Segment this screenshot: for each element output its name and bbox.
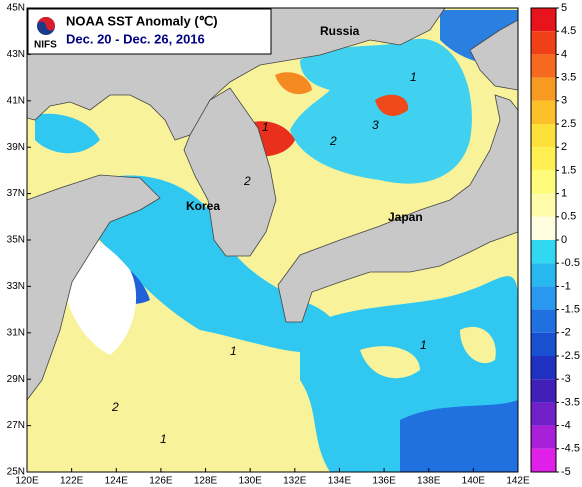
logo-mark bbox=[37, 17, 55, 31]
contour-label: 1 bbox=[262, 120, 269, 134]
lat-tick-label: 25N bbox=[7, 467, 25, 478]
colorbar-label: -2.5 bbox=[561, 350, 580, 362]
warm-anomaly bbox=[375, 94, 409, 116]
colorbar-label: -2 bbox=[561, 327, 571, 339]
lon-tick-label: 138E bbox=[417, 476, 441, 487]
colorbar-bin bbox=[531, 8, 556, 32]
lon-tick-label: 134E bbox=[328, 476, 352, 487]
colorbar-bin bbox=[531, 240, 556, 264]
colorbar-label: 3.5 bbox=[561, 72, 576, 84]
colorbar-bin bbox=[531, 332, 556, 356]
lat-tick-label: 37N bbox=[7, 188, 25, 199]
lat-tick-label: 35N bbox=[7, 235, 25, 246]
colorbar-bin bbox=[531, 379, 556, 403]
colorbar-label: 1 bbox=[561, 188, 567, 200]
contour-label: 1 bbox=[420, 338, 427, 352]
colorbar-label: 3 bbox=[561, 95, 567, 107]
colorbar-label: -1.5 bbox=[561, 304, 580, 316]
lat-tick-label: 27N bbox=[7, 420, 25, 431]
colorbar-label: -4 bbox=[561, 420, 571, 432]
map-area bbox=[26, 7, 519, 473]
colorbar-bin bbox=[531, 263, 556, 287]
lon-tick-label: 126E bbox=[149, 476, 173, 487]
title-box: NIFS NOAA SST Anomaly (℃) Dec. 20 - Dec.… bbox=[27, 8, 272, 55]
place-label: Russia bbox=[320, 24, 360, 38]
lon-tick-label: 132E bbox=[283, 476, 307, 487]
colorbar-bin bbox=[531, 54, 556, 78]
contour-label: 2 bbox=[329, 134, 337, 148]
lat-tick-label: 33N bbox=[7, 281, 25, 292]
colorbar-bin bbox=[531, 216, 556, 240]
place-label: Japan bbox=[388, 210, 423, 224]
logo-text: NIFS bbox=[34, 40, 57, 51]
colorbar-label: 0.5 bbox=[561, 211, 576, 223]
title: NOAA SST Anomaly (℃) bbox=[66, 13, 218, 28]
lat-tick-label: 29N bbox=[7, 374, 25, 385]
lon-tick-label: 124E bbox=[105, 476, 129, 487]
lon-tick-label: 130E bbox=[239, 476, 263, 487]
colorbar-label: -3 bbox=[561, 373, 571, 385]
warm-anomaly bbox=[275, 72, 312, 95]
colorbar-label: -4.5 bbox=[561, 443, 580, 455]
contour-label: 3 bbox=[372, 118, 379, 132]
title-frame bbox=[27, 8, 272, 55]
lon-tick-label: 140E bbox=[462, 476, 486, 487]
colorbar-bin bbox=[531, 448, 556, 472]
colorbar-label: -1 bbox=[561, 280, 571, 292]
contour-label: 1 bbox=[160, 432, 167, 446]
colorbar-bin bbox=[531, 77, 556, 101]
colorbar-label: -0.5 bbox=[561, 257, 580, 269]
lon-tick-label: 136E bbox=[372, 476, 396, 487]
lat-tick-label: 45N bbox=[7, 3, 25, 14]
place-label: Korea bbox=[186, 199, 220, 213]
colorbar-label: 5 bbox=[561, 2, 567, 14]
contour-label: 2 bbox=[111, 400, 119, 414]
colorbar-bin bbox=[531, 356, 556, 380]
colorbar-label: 1.5 bbox=[561, 164, 576, 176]
lon-tick-label: 120E bbox=[15, 476, 39, 487]
colorbar-bin bbox=[531, 124, 556, 148]
contour-label: 1 bbox=[410, 70, 417, 84]
contour-label: 1 bbox=[230, 344, 237, 358]
colorbar-label: -5 bbox=[561, 466, 571, 478]
colorbar-bin bbox=[531, 193, 556, 217]
lat-tick-label: 39N bbox=[7, 142, 25, 153]
colorbar-bin bbox=[531, 100, 556, 124]
lat-tick-label: 41N bbox=[7, 95, 25, 106]
colorbar-label: 4 bbox=[561, 48, 567, 60]
lon-tick-label: 142E bbox=[506, 476, 530, 487]
lat-tick-label: 31N bbox=[7, 327, 25, 338]
lat-tick-label: 43N bbox=[7, 49, 25, 60]
subtitle: Dec. 20 - Dec. 26, 2016 bbox=[66, 31, 205, 46]
colorbar-bin bbox=[531, 286, 556, 310]
colorbar-bin bbox=[531, 31, 556, 55]
lon-tick-label: 122E bbox=[60, 476, 84, 487]
colorbar-label: 2.5 bbox=[561, 118, 576, 130]
colorbar-label: 4.5 bbox=[561, 25, 576, 37]
colorbar-label: -3.5 bbox=[561, 396, 580, 408]
contour-label: 2 bbox=[243, 174, 251, 188]
colorbar-label: 0 bbox=[561, 234, 567, 246]
colorbar-label: 2 bbox=[561, 141, 567, 153]
colorbar-bin bbox=[531, 170, 556, 194]
colorbar-bin bbox=[531, 309, 556, 333]
colorbar-bin bbox=[531, 147, 556, 171]
lon-tick-label: 128E bbox=[194, 476, 218, 487]
colorbar-bin bbox=[531, 425, 556, 449]
colorbar-bin bbox=[531, 402, 556, 426]
